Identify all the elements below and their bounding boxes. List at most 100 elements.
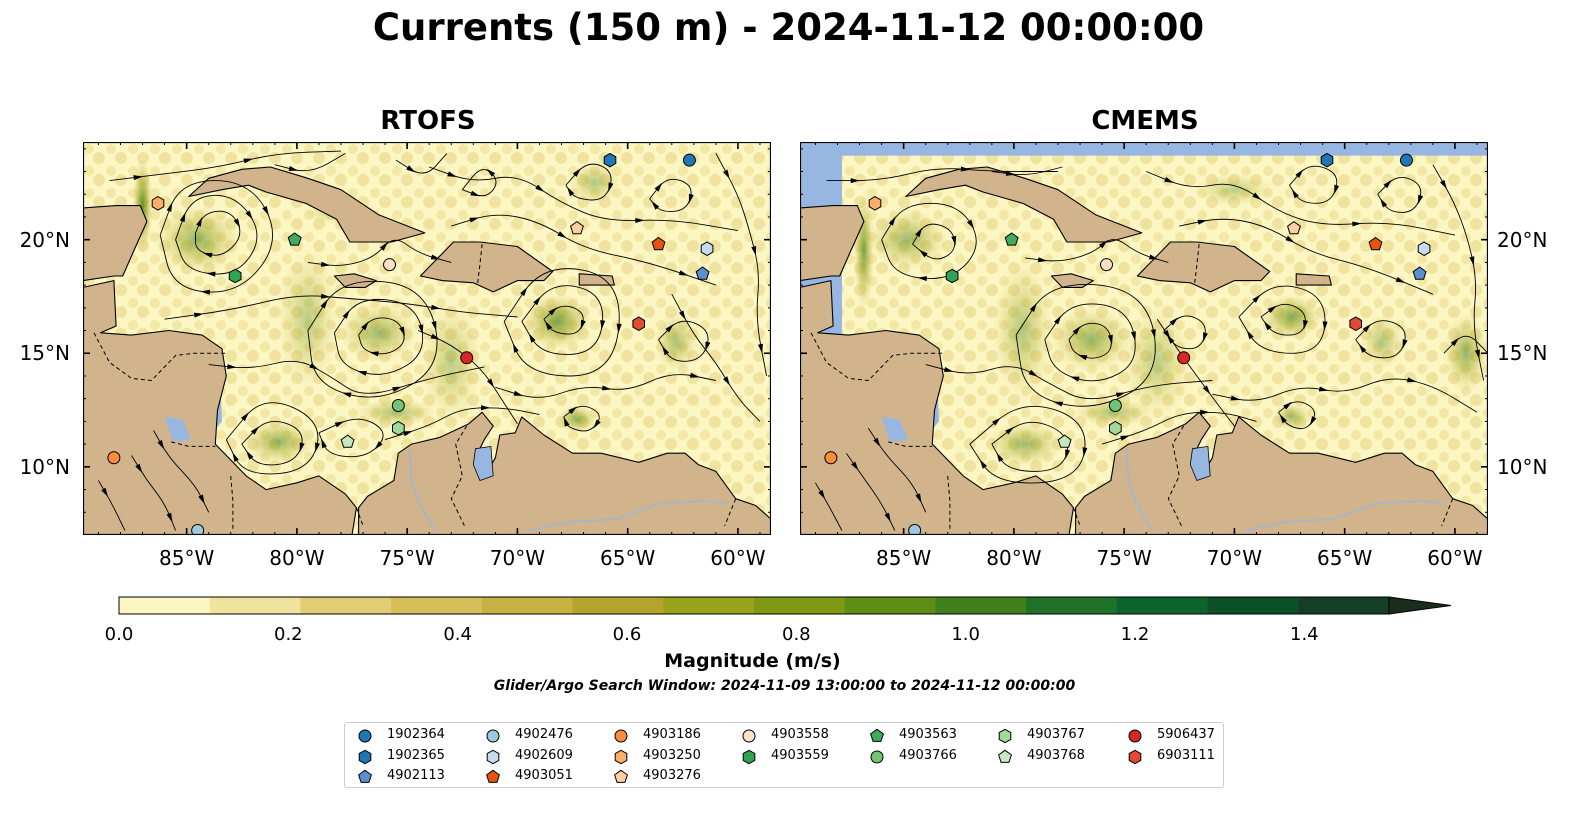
streamline-arrow <box>1163 329 1171 339</box>
colorbar-segment <box>844 597 936 614</box>
legend-marker-4903768 <box>998 749 1012 763</box>
streamline-arrow <box>1334 184 1340 195</box>
streamline-arrow <box>723 376 730 386</box>
streamline-arrow <box>1450 337 1460 347</box>
lon-label-right: 80°W <box>986 546 1042 570</box>
land-jamaica <box>333 273 377 288</box>
streamline-arrow <box>545 321 553 331</box>
legend-marker-4903250 <box>614 749 628 764</box>
figure-title: Currents (150 m) - 2024-11-12 00:00:00 <box>372 6 1205 49</box>
streamline-arrow <box>688 193 694 204</box>
legend-label: 4903559 <box>771 747 829 763</box>
streamline-arrow <box>1082 447 1088 457</box>
streamline-arrow <box>166 512 173 523</box>
streamline-arrow <box>241 412 249 422</box>
streamline-arrow <box>481 405 491 411</box>
lon-label-left: 80°W <box>269 546 325 570</box>
streamline-arrow <box>1295 169 1304 178</box>
platform-marker-4903558 <box>1100 258 1114 272</box>
streamline-arrow <box>1120 435 1130 441</box>
platform-marker-4903559 <box>228 268 242 284</box>
streamline-arrow <box>196 217 203 227</box>
streamline-arrow <box>915 493 922 503</box>
legend-marker-1902364 <box>358 729 372 743</box>
lon-label-right: 65°W <box>1317 546 1373 570</box>
streamline-arrow <box>915 227 923 237</box>
no-data-band <box>800 142 1488 156</box>
streamline-arrow <box>992 417 1001 426</box>
streamline-arrow <box>1072 326 1081 335</box>
lon-label-right: 85°W <box>876 546 932 570</box>
legend-label: 4902476 <box>515 727 573 742</box>
streamline-arrow <box>1352 221 1362 227</box>
streamline-arrow <box>533 296 541 306</box>
platform-marker-4903250 <box>151 196 165 211</box>
lon-label-right: 75°W <box>1096 546 1152 570</box>
legend-marker-6903111 <box>1128 749 1142 764</box>
platform-marker-5906437 <box>460 351 474 365</box>
magnitude-maximum <box>421 302 482 423</box>
streamline-arrow <box>1169 317 1179 326</box>
legend-label: 4903250 <box>643 747 701 763</box>
legend-symbol <box>614 769 628 783</box>
streamline-arrow <box>665 324 674 333</box>
streamline <box>131 455 177 531</box>
magnitude-maximum <box>1194 173 1275 206</box>
colorbar-svg <box>118 596 1452 615</box>
platform-marker-4903559 <box>945 268 959 284</box>
legend-label: 1902364 <box>387 727 445 742</box>
streamline <box>826 168 1058 182</box>
streamline-arrow <box>469 217 479 223</box>
river <box>1245 500 1444 532</box>
streamline-arrow <box>1107 334 1113 345</box>
streamline-arrow <box>487 378 495 388</box>
lat-label-left: 10°N <box>19 454 70 479</box>
streamline-arrow <box>884 512 891 523</box>
streamline-arrow <box>1197 219 1208 225</box>
legend-label: 4903767 <box>1027 727 1085 742</box>
colorbar-segment <box>119 597 211 614</box>
streamline-arrow <box>678 270 689 276</box>
legend-label: 4903766 <box>899 747 957 763</box>
country-border <box>947 475 951 531</box>
platform-marker-4903051 <box>651 236 666 251</box>
streamline-arrow <box>194 312 204 318</box>
streamline-arrow <box>601 385 612 391</box>
streamline-arrow <box>608 182 614 192</box>
streamline-arrow <box>320 261 331 267</box>
map-panel-rtofs[interactable] <box>83 142 771 535</box>
streamline-arrow <box>342 309 350 319</box>
legend-marker-4903186 <box>614 729 628 743</box>
platform-marker-4902113 <box>1412 266 1427 280</box>
streamline-arrow <box>1148 254 1159 260</box>
legend-symbol <box>486 769 500 783</box>
colorbar-segment <box>1298 597 1390 614</box>
streamline-arrow <box>1029 302 1037 312</box>
legend-marker-4903767 <box>998 728 1012 744</box>
land-pr <box>578 273 615 286</box>
streamline-arrow <box>572 168 581 177</box>
legend-symbol <box>358 749 372 764</box>
lon-label-left: 75°W <box>379 546 435 570</box>
colorbar-segment <box>1116 597 1209 614</box>
platform-marker-4903276 <box>1287 220 1301 235</box>
streamline-arrow <box>1283 401 1293 410</box>
legend: 1902364 1902365 4902113 4902476 4902609 49030… <box>344 722 1224 788</box>
legend-marker-4903563 <box>870 728 884 742</box>
country-border <box>810 332 944 382</box>
legend-marker-4902476 <box>486 729 500 743</box>
streamline-arrow <box>873 437 881 447</box>
streamline-arrow <box>1358 343 1367 353</box>
streamline-arrow <box>1264 321 1272 331</box>
streamline-arrow <box>651 200 660 210</box>
streamline-arrow <box>567 186 575 197</box>
river <box>528 500 727 532</box>
legend-label: 6903111 <box>1157 747 1215 763</box>
streamline-arrow <box>1318 386 1329 392</box>
streamline-arrow <box>1115 392 1126 398</box>
legend-marker-4903276 <box>614 769 628 783</box>
land-yucatan <box>800 205 865 282</box>
lon-label-left: 85°W <box>159 546 215 570</box>
map-panel-cmems[interactable] <box>800 142 1488 535</box>
streamline-arrow <box>1053 401 1063 407</box>
